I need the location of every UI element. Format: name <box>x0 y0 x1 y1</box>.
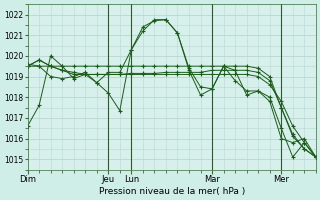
X-axis label: Pression niveau de la mer( hPa ): Pression niveau de la mer( hPa ) <box>99 187 245 196</box>
